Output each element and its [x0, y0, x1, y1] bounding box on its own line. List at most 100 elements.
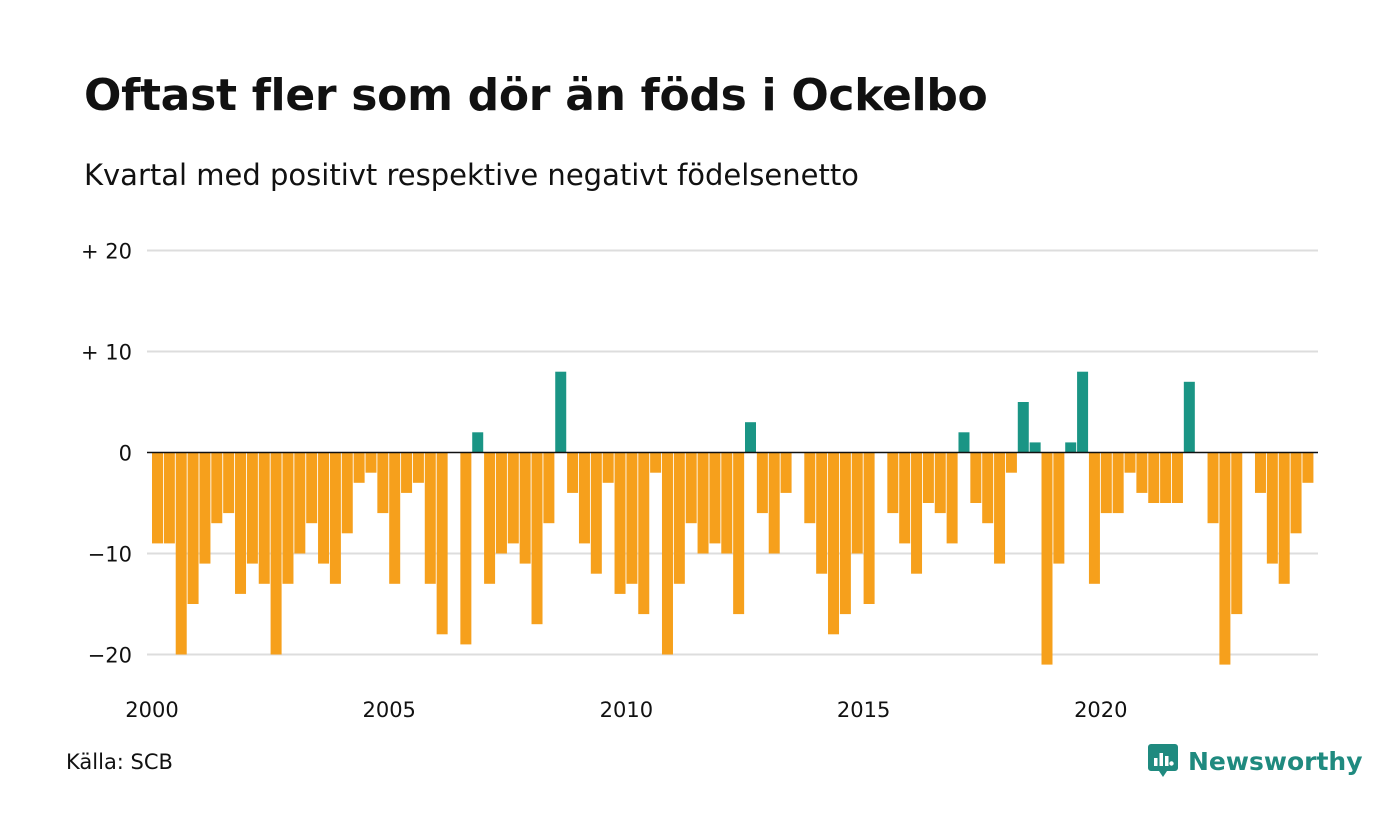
bar-negative [365, 452, 377, 473]
bar-negative [994, 452, 1006, 564]
bar-negative [567, 452, 579, 493]
bar-negative [982, 452, 994, 524]
bar-positive [1029, 442, 1041, 453]
bar-negative [1100, 452, 1112, 514]
bar-negative [733, 452, 745, 615]
bar-negative [685, 452, 697, 524]
bar-negative [436, 452, 448, 635]
bar-negative [1290, 452, 1302, 534]
bar-negative [507, 452, 519, 544]
bar-negative [1088, 452, 1100, 584]
chart-subtitle: Kvartal med positivt respektive negativt… [84, 158, 859, 192]
bar-negative [424, 452, 436, 584]
bar-positive [555, 371, 567, 453]
x-tick-label: 2020 [1074, 698, 1127, 722]
bar-negative [223, 452, 235, 514]
bar-negative [970, 452, 982, 503]
bar-negative [1231, 452, 1243, 615]
bar-negative [163, 452, 175, 544]
bar-positive [1017, 402, 1029, 453]
bars [152, 371, 1314, 665]
bar-negative [1207, 452, 1219, 524]
y-tick-label: −10 [88, 543, 132, 567]
bar-negative [401, 452, 413, 493]
bar-negative [389, 452, 401, 584]
x-axis-ticks: 2000 2005 2010 2015 2020 [125, 698, 1127, 722]
bar-negative [270, 452, 282, 655]
bar-negative [294, 452, 306, 554]
bar-negative [1302, 452, 1314, 483]
grid-lines [147, 249, 1318, 656]
bar-negative [934, 452, 946, 514]
bar-positive [745, 422, 756, 453]
bar-negative [329, 452, 341, 584]
bar-negative [1053, 452, 1065, 564]
bar-negative [638, 452, 650, 615]
bar-negative [626, 452, 638, 584]
bar-negative [1219, 452, 1231, 665]
bar-negative [899, 452, 911, 544]
y-tick-label: + 10 [81, 341, 132, 365]
chart-title: Oftast fler som dör än föds i Ockelbo [84, 70, 988, 121]
bar-negative [484, 452, 496, 584]
bar-negative [863, 452, 875, 604]
bar-negative [602, 452, 614, 483]
bar-negative [578, 452, 590, 544]
bar-negative [780, 452, 792, 493]
bar-negative [235, 452, 247, 594]
bar-negative [1278, 452, 1290, 584]
bar-negative [543, 452, 555, 524]
bar-negative [1005, 452, 1017, 473]
bar-positive [958, 432, 970, 453]
brand-logo: Newsworthy [1148, 744, 1363, 778]
bar-negative [495, 452, 507, 554]
bar-positive [1183, 381, 1195, 453]
bar-negative [341, 452, 353, 534]
bar-negative [1112, 452, 1124, 514]
bar-negative [887, 452, 899, 514]
bar-negative [614, 452, 626, 594]
bar-negative [282, 452, 294, 584]
bar-negative [175, 452, 187, 655]
bar-negative [377, 452, 389, 514]
y-tick-label: −20 [88, 644, 132, 668]
bar-negative [851, 452, 863, 554]
bar-negative [152, 452, 163, 544]
bar-negative [804, 452, 816, 524]
bar-negative [211, 452, 223, 524]
bar-negative [353, 452, 365, 483]
bar-positive [1065, 442, 1077, 453]
bar-positive [472, 432, 484, 453]
bar-negative [1124, 452, 1136, 473]
bar-negative [1136, 452, 1148, 493]
y-tick-label: + 20 [81, 240, 132, 264]
bar-negative [531, 452, 543, 625]
bar-negative [412, 452, 424, 483]
newsworthy-logo-icon [1148, 744, 1178, 777]
bar-negative [839, 452, 851, 615]
x-tick-label: 2000 [125, 698, 178, 722]
y-axis-ticks: + 20 + 10 0 −10 −20 [81, 240, 132, 668]
bar-negative [721, 452, 733, 554]
x-tick-label: 2005 [362, 698, 415, 722]
bar-negative [1041, 452, 1053, 665]
source-label: Källa: SCB [66, 750, 173, 774]
bar-negative [1254, 452, 1266, 493]
bar-negative [590, 452, 602, 574]
bar-negative [1266, 452, 1278, 564]
bar-negative [460, 452, 472, 645]
bar-negative [519, 452, 531, 564]
bar-negative [661, 452, 673, 655]
bar-negative [246, 452, 258, 564]
bar-negative [709, 452, 721, 544]
bar-positive [1077, 371, 1089, 453]
brand-name: Newsworthy [1188, 746, 1363, 776]
bar-negative [1148, 452, 1160, 503]
y-tick-label: 0 [119, 442, 132, 466]
bar-negative [1160, 452, 1172, 503]
bar-negative [922, 452, 934, 503]
bar-negative [673, 452, 685, 584]
bar-negative [828, 452, 840, 635]
bar-negative [768, 452, 780, 554]
bar-negative [306, 452, 318, 524]
